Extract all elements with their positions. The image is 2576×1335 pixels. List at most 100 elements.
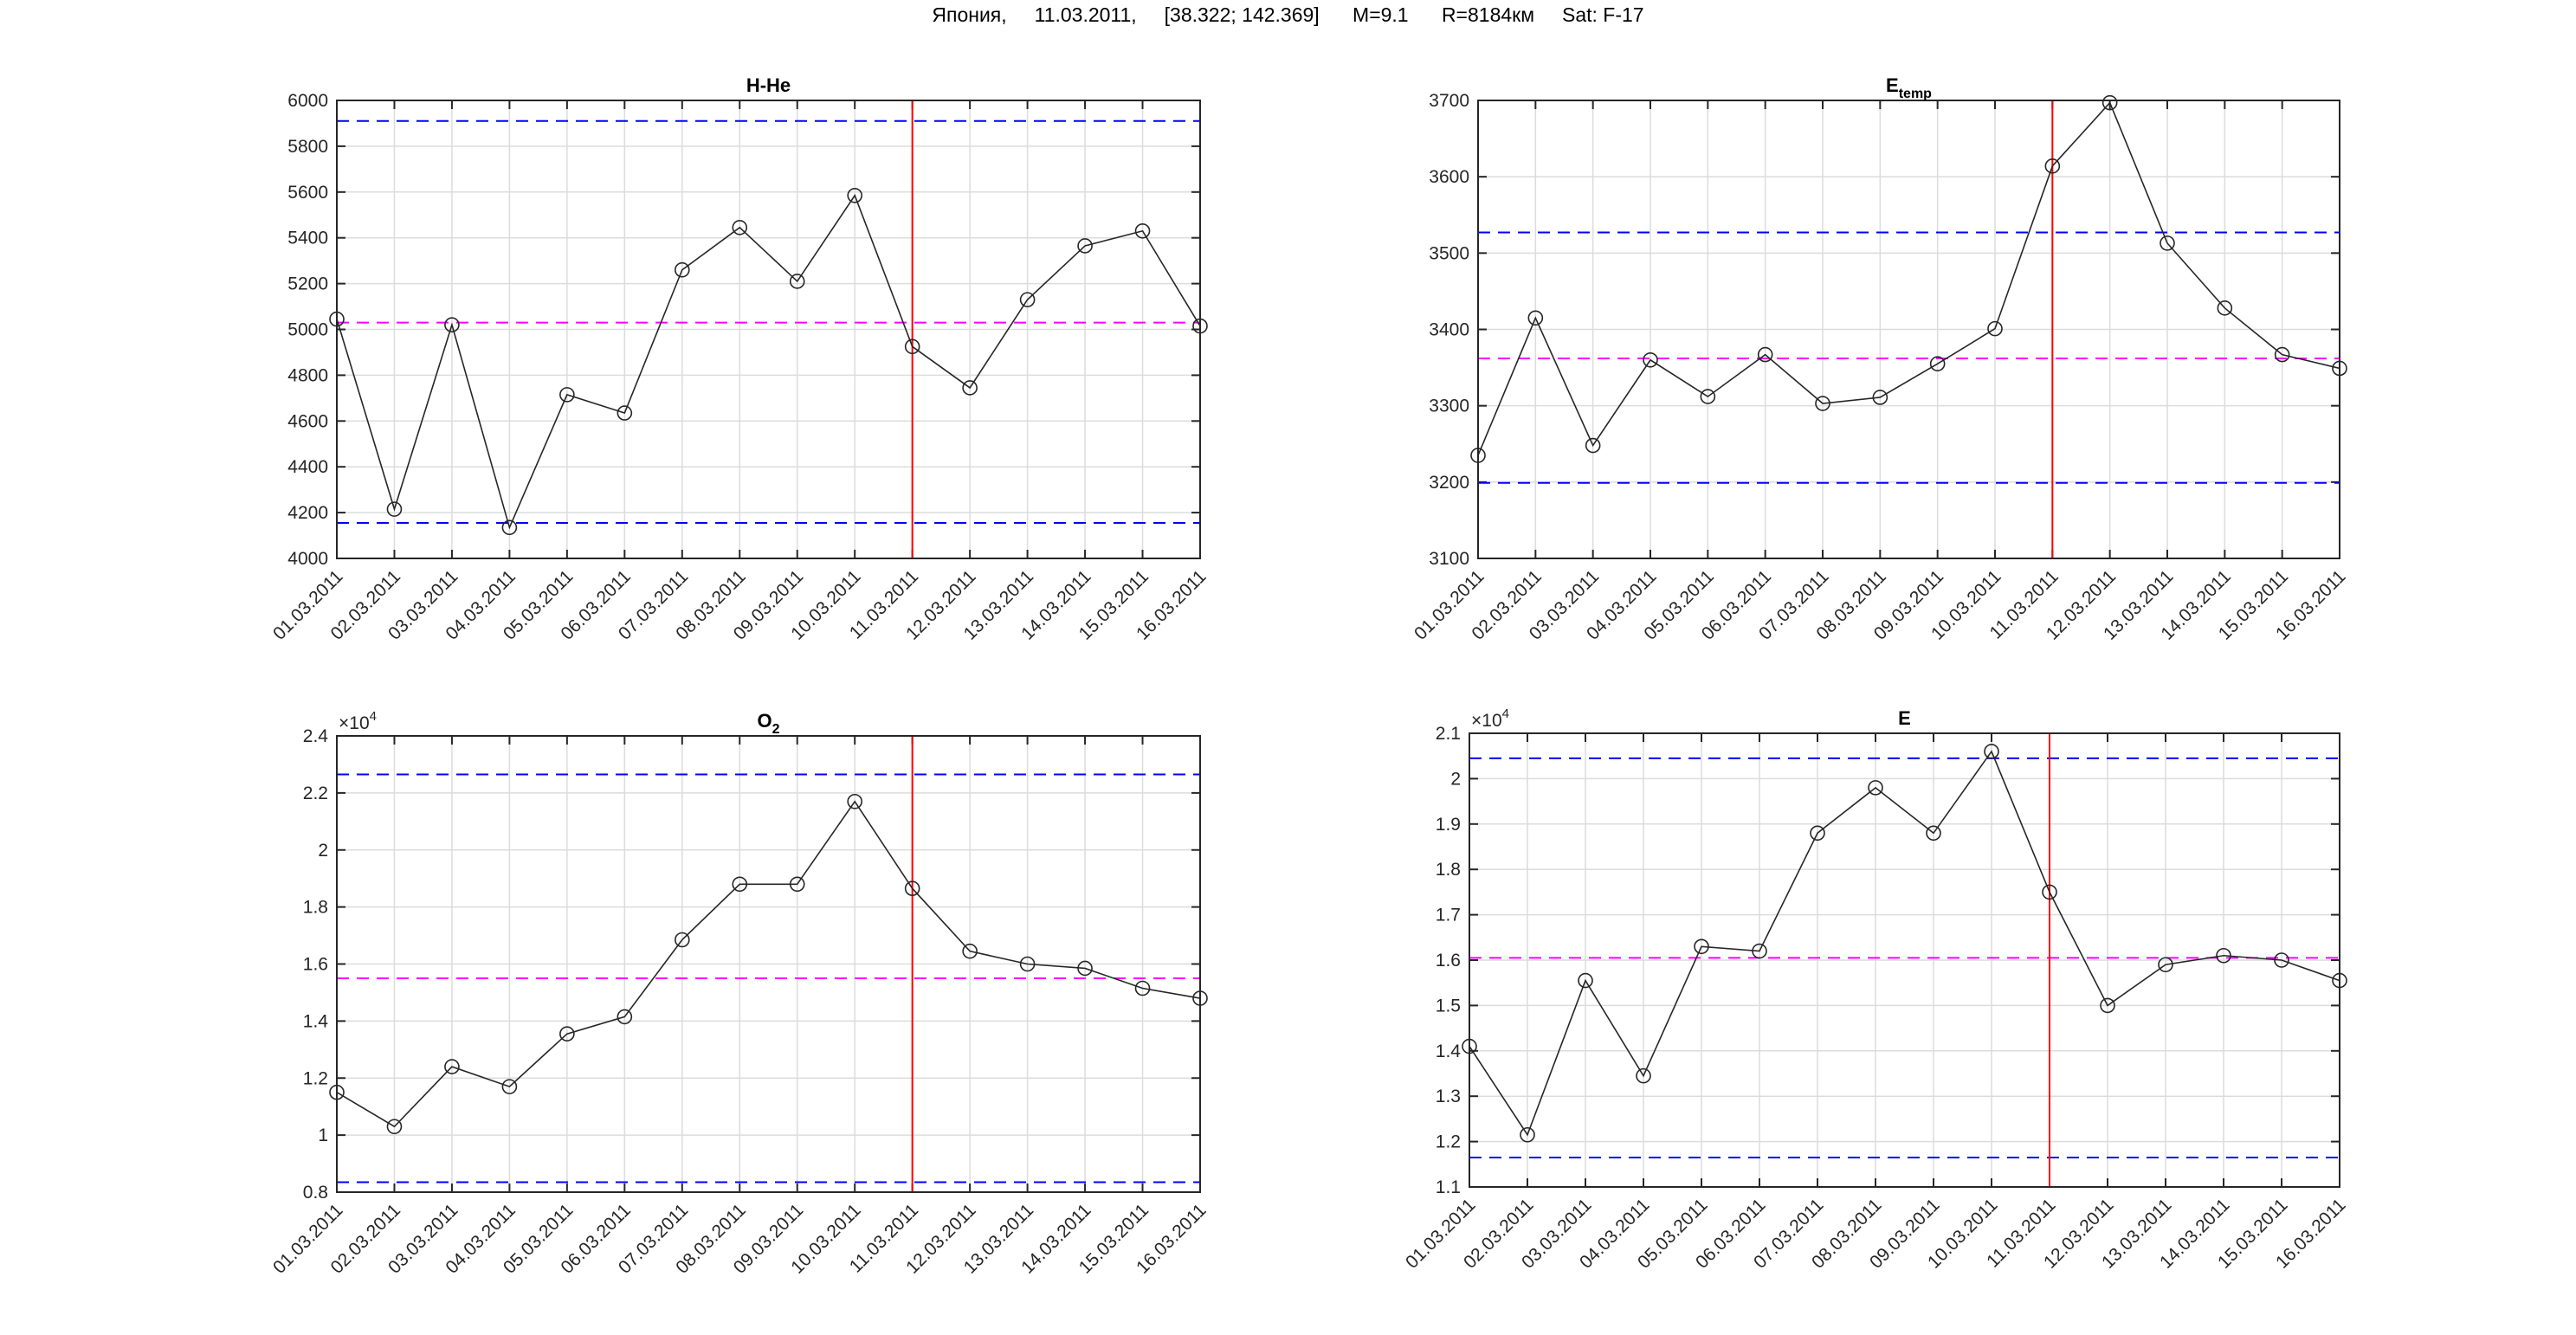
y-tick-label: 1.8 <box>303 898 328 918</box>
series-line <box>1477 101 2340 456</box>
data-point <box>501 519 518 536</box>
exponent-base: ×10 <box>1471 711 1502 731</box>
axes-box <box>1477 100 2340 559</box>
data-point <box>2274 952 2289 968</box>
subplot-title: Etemp <box>1886 74 1932 101</box>
subplot-title: H-He <box>746 74 791 96</box>
data-point <box>444 317 460 333</box>
data-point <box>1643 351 1658 368</box>
y-tick-label: 1.1 <box>1436 1177 1461 1197</box>
data-point <box>732 219 748 235</box>
data-point <box>2044 158 2061 174</box>
data-point <box>1815 396 1830 411</box>
data-point <box>1868 780 1883 796</box>
y-tick-label: 1.4 <box>1436 1042 1462 1061</box>
data-point <box>1134 222 1151 239</box>
y-tick-label: 4600 <box>287 411 328 431</box>
axis-exponent: ×104 <box>1471 706 1509 731</box>
title-main: E <box>1898 707 1911 729</box>
data-point <box>2100 997 2115 1014</box>
data-point <box>732 876 748 893</box>
data-point <box>1527 310 1544 326</box>
data-point <box>1578 972 1593 989</box>
data-point <box>2216 947 2231 964</box>
axes-box <box>336 100 1201 559</box>
subplot-2: 310032003300340035003600370001.03.201102… <box>1411 74 2349 644</box>
series-line <box>336 800 1201 1128</box>
data-point <box>1872 390 1888 405</box>
figure-title: Япония, 11.03.2011, [38.322; 142.369] M=… <box>932 3 1644 26</box>
y-tick-label: 2 <box>318 841 328 861</box>
data-point <box>1987 320 2003 337</box>
data-point <box>1077 238 1093 254</box>
y-tick-label: 5000 <box>287 320 328 340</box>
y-tick-label: 2.1 <box>1436 724 1461 744</box>
y-tick-label: 1.2 <box>1436 1132 1461 1152</box>
data-point <box>2160 235 2175 251</box>
y-tick-label: 1.2 <box>303 1068 328 1088</box>
data-point <box>1077 960 1093 977</box>
title-main: E <box>1886 74 1899 96</box>
y-tick-label: 2 <box>1450 769 1461 789</box>
data-point <box>904 880 920 897</box>
data-point <box>1134 980 1151 996</box>
data-point <box>1019 956 1036 972</box>
data-point <box>1694 938 1709 955</box>
y-tick-label: 3200 <box>1429 473 1469 493</box>
data-point <box>674 932 690 948</box>
exponent-power: 4 <box>370 709 377 724</box>
data-point <box>1636 1067 1651 1084</box>
title-main: O <box>757 710 772 732</box>
data-point <box>2042 884 2057 900</box>
data-point <box>2274 346 2290 363</box>
y-tick-label: 5400 <box>287 229 328 248</box>
y-tick-label: 4400 <box>287 457 328 477</box>
data-point <box>1585 437 1601 454</box>
subplot-title: O2 <box>757 710 779 737</box>
data-point <box>962 943 978 959</box>
data-point <box>1810 825 1825 842</box>
data-point <box>789 876 805 893</box>
y-tick-label: 6000 <box>287 91 328 111</box>
axes-box <box>336 735 1201 1193</box>
data-point <box>501 1079 518 1094</box>
subplot-title: E <box>1898 707 1911 729</box>
data-point <box>617 405 633 421</box>
y-tick-label: 4200 <box>287 503 328 523</box>
data-point <box>386 1119 403 1135</box>
exponent-power: 4 <box>1502 706 1509 721</box>
data-point <box>1757 346 1773 363</box>
data-point <box>674 261 690 278</box>
series-line <box>336 194 1201 530</box>
title-subscript: 2 <box>772 722 780 737</box>
y-tick-label: 0.8 <box>303 1183 328 1203</box>
data-point <box>1700 389 1716 404</box>
y-tick-label: 4800 <box>287 365 328 385</box>
data-point <box>962 380 978 396</box>
y-tick-label: 4000 <box>287 549 328 569</box>
data-point <box>2158 957 2173 973</box>
exponent-base: ×10 <box>339 713 370 733</box>
y-tick-label: 3700 <box>1429 91 1469 111</box>
y-tick-label: 3100 <box>1429 549 1469 569</box>
data-point <box>1019 292 1036 307</box>
data-point <box>386 501 403 517</box>
data-point <box>444 1059 460 1074</box>
data-point <box>2217 300 2233 316</box>
subplot-4: 1.11.21.31.41.51.61.71.81.922.101.03.201… <box>1402 706 2349 1273</box>
y-tick-label: 3600 <box>1429 167 1469 187</box>
y-tick-label: 1.4 <box>303 1011 329 1031</box>
y-tick-label: 1.5 <box>1436 996 1461 1016</box>
y-tick-label: 5800 <box>287 137 328 157</box>
subplot-3: 0.811.21.41.61.822.22.401.03.201102.03.2… <box>269 709 1210 1278</box>
data-point <box>1926 825 1941 842</box>
y-tick-label: 2.2 <box>303 784 328 803</box>
y-tick-label: 3400 <box>1429 320 1469 340</box>
data-point <box>559 1026 575 1042</box>
series-line <box>1469 750 2340 1137</box>
axes-box <box>1469 732 2340 1188</box>
y-tick-label: 5200 <box>287 274 328 294</box>
subplot-1: 4000 4200 4400 4600 4800 5000 5200 5400 5600 5800… <box>269 74 1210 644</box>
data-point <box>1520 1126 1535 1143</box>
